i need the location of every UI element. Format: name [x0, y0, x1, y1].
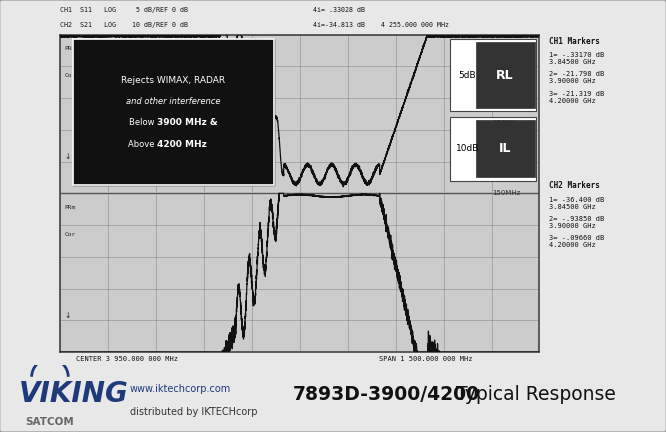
Text: 7893D-3900/4200: 7893D-3900/4200 [293, 385, 480, 404]
Text: www.iktechcorp.com: www.iktechcorp.com [130, 384, 231, 394]
Text: 4i= .33028 dB: 4i= .33028 dB [313, 7, 365, 13]
Text: Rejects WIMAX, RADAR: Rejects WIMAX, RADAR [121, 76, 226, 85]
Text: ↓: ↓ [65, 311, 71, 320]
Text: PRm: PRm [65, 46, 76, 51]
Text: 1= -36.400 dB
3.84500 GHz: 1= -36.400 dB 3.84500 GHz [549, 197, 605, 210]
Text: IL: IL [499, 143, 511, 156]
Text: SATCOM: SATCOM [25, 417, 74, 427]
Text: Cor: Cor [65, 73, 76, 78]
Text: SPAN 1 500.000 000 MHz: SPAN 1 500.000 000 MHz [380, 356, 473, 362]
Text: 10dB: 10dB [456, 144, 480, 153]
Text: 5dB: 5dB [458, 70, 476, 79]
Bar [73, 39, 274, 185]
Text: CH2  S21   LOG    10 dB/REF 0 dB: CH2 S21 LOG 10 dB/REF 0 dB [60, 22, 188, 28]
Text: 3= -21.319 dB
4.20000 GHz: 3= -21.319 dB 4.20000 GHz [549, 91, 605, 104]
Text: 4200 MHz: 4200 MHz [157, 140, 207, 149]
Text: PRm: PRm [65, 205, 76, 210]
Text: 2= -.93850 dB
3.90000 GHz: 2= -.93850 dB 3.90000 GHz [549, 216, 605, 229]
Text: ↓: ↓ [65, 152, 71, 161]
Text: CH2 Markers: CH2 Markers [549, 181, 600, 191]
Text: Below: Below [129, 118, 157, 127]
Text: RL: RL [496, 69, 514, 82]
Text: 150MHz: 150MHz [492, 120, 520, 126]
Text: Typical Response: Typical Response [450, 385, 615, 404]
Text: 1= -.33170 dB
3.84500 GHz: 1= -.33170 dB 3.84500 GHz [549, 52, 605, 65]
Text: 3= -.09660 dB
4.20000 GHz: 3= -.09660 dB 4.20000 GHz [549, 235, 605, 248]
Bar [450, 117, 536, 181]
Text: 150MHz: 150MHz [492, 190, 520, 196]
Text: and other interference: and other interference [126, 97, 220, 106]
Bar [476, 42, 535, 108]
Text: distributed by IKTECHcorp: distributed by IKTECHcorp [130, 407, 257, 416]
Text: 3900 MHz &: 3900 MHz & [157, 118, 218, 127]
Text: Cor: Cor [65, 232, 76, 237]
Text: 2= -21.798 dB
3.90000 GHz: 2= -21.798 dB 3.90000 GHz [549, 71, 605, 84]
Bar [450, 39, 536, 111]
Text: 4i=-34.813 dB    4 255.000 000 MHz: 4i=-34.813 dB 4 255.000 000 MHz [313, 22, 449, 28]
Bar [476, 120, 535, 178]
Text: CH1 Markers: CH1 Markers [549, 37, 600, 46]
Text: Above: Above [129, 140, 157, 149]
Text: CENTER 3 950.000 000 MHz: CENTER 3 950.000 000 MHz [75, 356, 178, 362]
Text: CH1  S11   LOG     5 dB/REF 0 dB: CH1 S11 LOG 5 dB/REF 0 dB [60, 7, 188, 13]
Text: VIKING: VIKING [19, 380, 129, 408]
